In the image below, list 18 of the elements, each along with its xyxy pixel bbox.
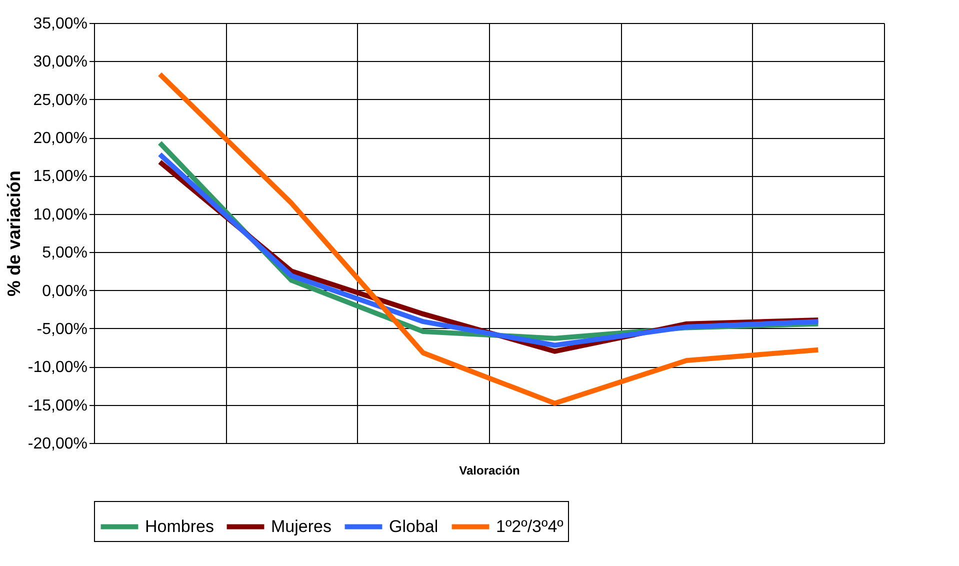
legend-label: Hombres	[145, 516, 214, 536]
y-tick-label: 35,00%	[33, 16, 88, 32]
y-tick-label: -20,00%	[28, 436, 88, 452]
y-tick-label: 20,00%	[33, 130, 88, 148]
y-tick-label: 15,00%	[33, 168, 88, 186]
y-axis-title: % de variación	[4, 170, 24, 297]
y-tick-label: 5,00%	[42, 244, 88, 262]
x-axis-title: Valoración	[459, 464, 520, 478]
y-tick-label: -15,00%	[28, 397, 88, 414]
y-tick-label: -10,00%	[28, 359, 88, 376]
legend-label: Global	[389, 516, 438, 536]
y-tick-label: -5,00%	[36, 320, 88, 338]
legend-label: Mujeres	[271, 516, 332, 536]
y-tick-label: 10,00%	[33, 206, 88, 224]
legend-label: 1º2º/3º4º	[496, 516, 564, 536]
y-tick-label: 25,00%	[33, 92, 88, 109]
y-tick-label: 0,00%	[42, 282, 88, 300]
y-tick-label: 30,00%	[33, 54, 88, 71]
